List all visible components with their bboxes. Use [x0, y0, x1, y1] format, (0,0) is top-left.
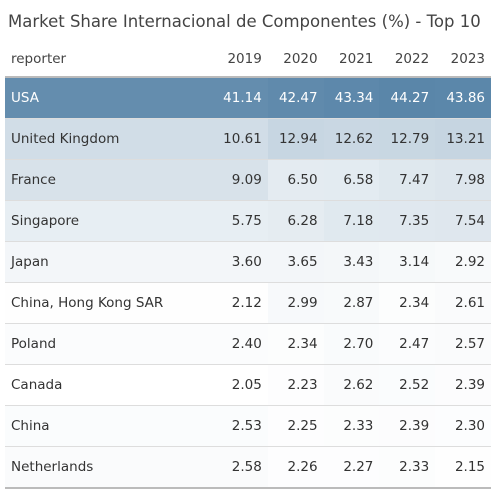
- value-cell: 3.65: [267, 241, 324, 283]
- row-label: Canada: [5, 364, 212, 406]
- value-cell: 2.25: [267, 405, 324, 447]
- value-cell: 2.33: [323, 405, 380, 447]
- value-cell: 2.40: [212, 323, 268, 365]
- column-header: 2023: [435, 42, 491, 78]
- value-cell: 7.47: [379, 159, 436, 201]
- value-cell: 2.62: [323, 364, 380, 406]
- value-cell: 3.60: [212, 241, 268, 283]
- row-label: United Kingdom: [5, 118, 212, 160]
- table-row: France 9.09 6.50 6.58 7.47 7.98: [5, 159, 491, 201]
- value-cell: 43.86: [435, 77, 491, 119]
- value-cell: 12.94: [267, 118, 324, 160]
- table-row: Poland 2.40 2.34 2.70 2.47 2.57: [5, 323, 491, 365]
- value-cell: 2.52: [379, 364, 436, 406]
- value-cell: 6.50: [267, 159, 324, 201]
- value-cell: 42.47: [267, 77, 324, 119]
- value-cell: 6.28: [267, 200, 324, 242]
- table-row: United Kingdom 10.61 12.94 12.62 12.79 13.21: [5, 118, 491, 160]
- row-label: Netherlands: [5, 446, 212, 489]
- row-label: China: [5, 405, 212, 447]
- value-cell: 6.58: [323, 159, 380, 201]
- table-row: Canada 2.05 2.23 2.62 2.52 2.39: [5, 364, 491, 406]
- value-cell: 2.33: [379, 446, 436, 489]
- table-row: Netherlands 2.58 2.26 2.27 2.33 2.15: [5, 446, 491, 489]
- value-cell: 13.21: [435, 118, 491, 160]
- table-row: China, Hong Kong SAR 2.12 2.99 2.87 2.34 2.61: [5, 282, 491, 324]
- value-cell: 5.75: [212, 200, 268, 242]
- table-body: USA 41.14 42.47 43.34 44.27 43.86 United Kingd…: [5, 77, 491, 489]
- column-header: reporter: [5, 42, 212, 78]
- row-label: USA: [5, 77, 212, 119]
- row-label: Japan: [5, 241, 212, 283]
- value-cell: 7.35: [379, 200, 436, 242]
- value-cell: 7.18: [323, 200, 380, 242]
- value-cell: 12.62: [323, 118, 380, 160]
- table-row: Japan 3.60 3.65 3.43 3.14 2.92: [5, 241, 491, 283]
- value-cell: 2.34: [379, 282, 436, 324]
- value-cell: 2.39: [379, 405, 436, 447]
- value-cell: 2.12: [212, 282, 268, 324]
- column-header: 2021: [323, 42, 380, 78]
- table-title: Market Share Internacional de Componente…: [8, 12, 481, 31]
- table-row: China 2.53 2.25 2.33 2.39 2.30: [5, 405, 491, 447]
- column-header: 2019: [212, 42, 268, 78]
- row-label: China, Hong Kong SAR: [5, 282, 212, 324]
- value-cell: 2.99: [267, 282, 324, 324]
- value-cell: 44.27: [379, 77, 436, 119]
- value-cell: 2.39: [435, 364, 491, 406]
- value-cell: 2.57: [435, 323, 491, 365]
- value-cell: 2.70: [323, 323, 380, 365]
- value-cell: 2.27: [323, 446, 380, 489]
- value-cell: 2.30: [435, 405, 491, 447]
- value-cell: 2.61: [435, 282, 491, 324]
- value-cell: 2.23: [267, 364, 324, 406]
- value-cell: 2.53: [212, 405, 268, 447]
- value-cell: 3.43: [323, 241, 380, 283]
- value-cell: 9.09: [212, 159, 268, 201]
- value-cell: 2.05: [212, 364, 268, 406]
- table-row: Singapore 5.75 6.28 7.18 7.35 7.54: [5, 200, 491, 242]
- value-cell: 12.79: [379, 118, 436, 160]
- row-label: Poland: [5, 323, 212, 365]
- value-cell: 2.47: [379, 323, 436, 365]
- value-cell: 10.61: [212, 118, 268, 160]
- value-cell: 41.14: [212, 77, 268, 119]
- row-label: Singapore: [5, 200, 212, 242]
- value-cell: 2.34: [267, 323, 324, 365]
- table-row: USA 41.14 42.47 43.34 44.27 43.86: [5, 77, 491, 119]
- column-header: 2020: [267, 42, 324, 78]
- value-cell: 2.58: [212, 446, 268, 489]
- value-cell: 2.87: [323, 282, 380, 324]
- value-cell: 2.26: [267, 446, 324, 489]
- value-cell: 3.14: [379, 241, 436, 283]
- header-row: reporter 2019 2020 2021 2022 2023: [5, 42, 491, 78]
- value-cell: 7.98: [435, 159, 491, 201]
- value-cell: 2.92: [435, 241, 491, 283]
- table: reporter 2019 2020 2021 2022 2023 USA 41.14 42.…: [5, 42, 491, 489]
- row-label: France: [5, 159, 212, 201]
- column-header: 2022: [379, 42, 436, 78]
- value-cell: 2.15: [435, 446, 491, 489]
- value-cell: 7.54: [435, 200, 491, 242]
- value-cell: 43.34: [323, 77, 380, 119]
